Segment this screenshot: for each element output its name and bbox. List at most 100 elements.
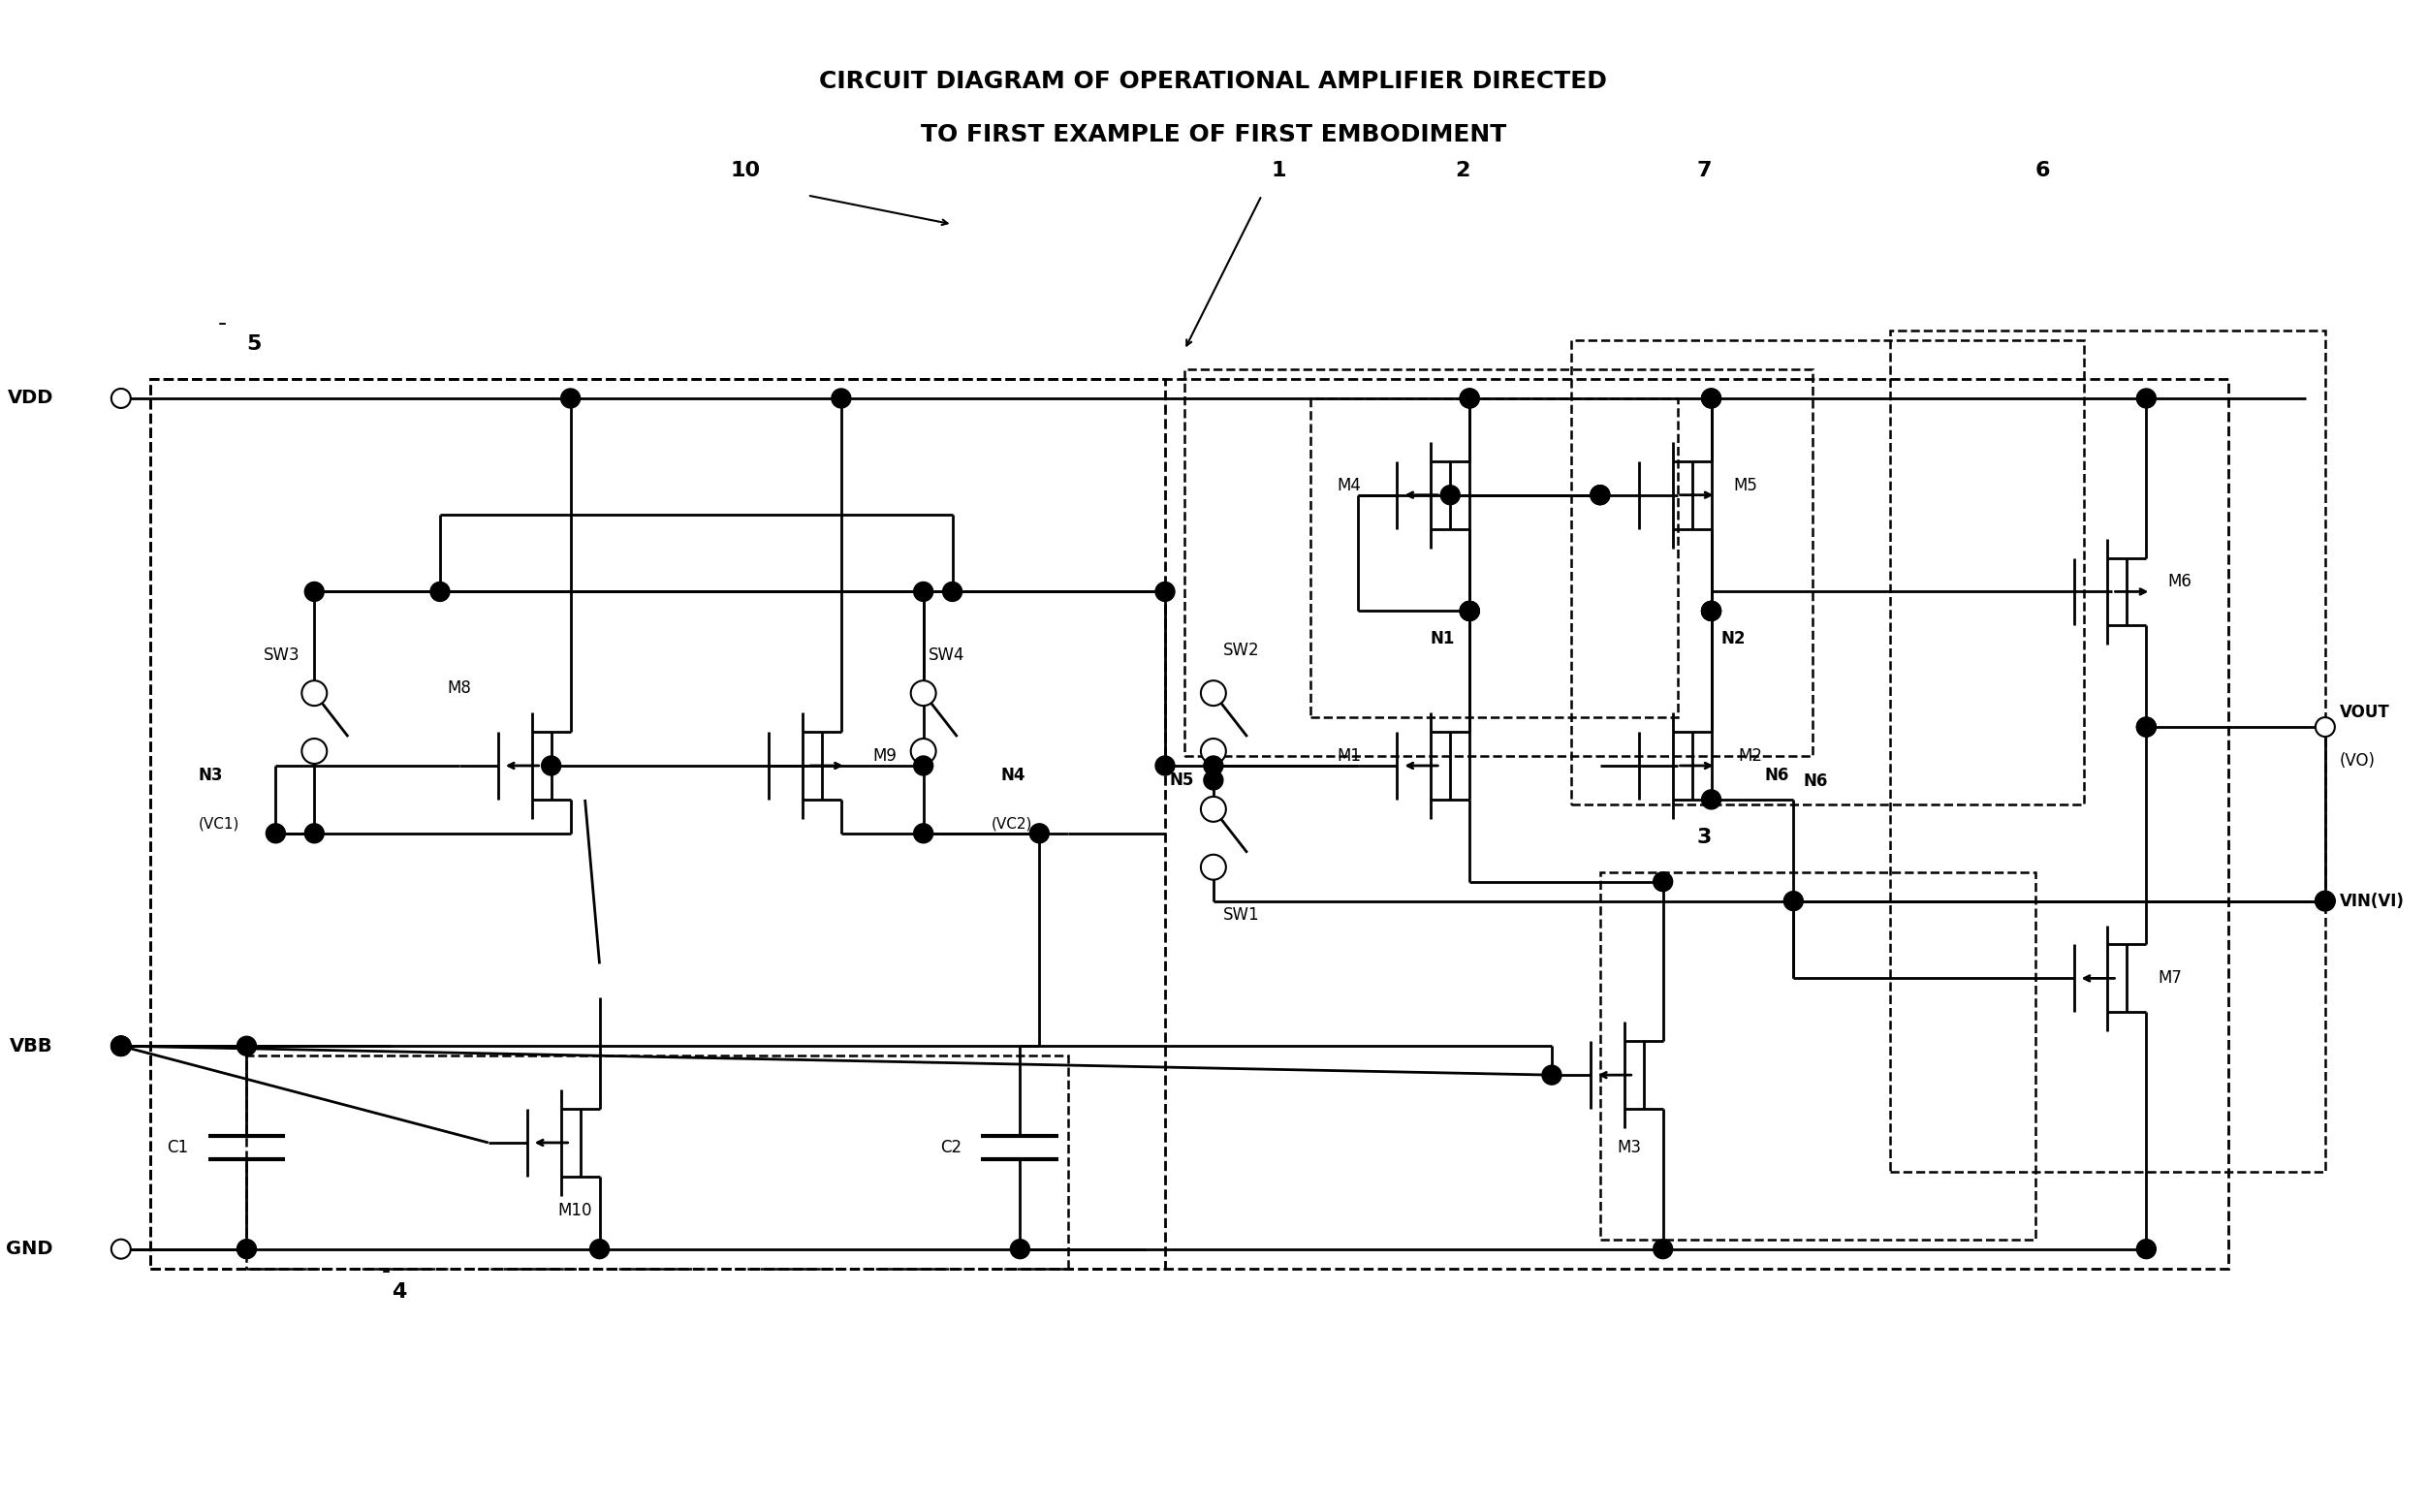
Text: M6: M6 (2168, 573, 2192, 591)
Text: CIRCUIT DIAGRAM OF OPERATIONAL AMPLIFIER DIRECTED: CIRCUIT DIAGRAM OF OPERATIONAL AMPLIFIER… (821, 70, 1607, 92)
Circle shape (1459, 602, 1479, 620)
Circle shape (1702, 389, 1721, 408)
Circle shape (1459, 602, 1479, 620)
Circle shape (1202, 680, 1226, 706)
Text: (VC1): (VC1) (199, 816, 240, 832)
Circle shape (830, 389, 850, 408)
Text: 4: 4 (391, 1282, 405, 1302)
Text: N5: N5 (1170, 771, 1195, 789)
Circle shape (942, 582, 961, 602)
Circle shape (2137, 389, 2156, 408)
Circle shape (112, 1036, 131, 1055)
Circle shape (112, 1036, 131, 1055)
Circle shape (1156, 756, 1175, 776)
Circle shape (1156, 582, 1175, 602)
Text: GND: GND (7, 1240, 53, 1258)
Text: N2: N2 (1721, 631, 1746, 647)
Circle shape (910, 738, 935, 764)
Text: M5: M5 (1734, 476, 1758, 494)
Circle shape (238, 1240, 257, 1258)
Bar (1571, 340, 2083, 804)
Circle shape (112, 1240, 131, 1258)
Text: SW3: SW3 (262, 647, 299, 664)
Text: 1: 1 (1272, 160, 1287, 180)
Bar (248, 1055, 1068, 1269)
Circle shape (1202, 797, 1226, 821)
Text: (VO): (VO) (2341, 751, 2375, 770)
Text: M10: M10 (558, 1202, 592, 1219)
Bar (151, 380, 2229, 1269)
Text: 7: 7 (1697, 160, 1712, 180)
Circle shape (1459, 602, 1479, 620)
Circle shape (1440, 485, 1459, 505)
Circle shape (1702, 602, 1721, 620)
Text: SW2: SW2 (1224, 643, 1260, 659)
Circle shape (1202, 854, 1226, 880)
Circle shape (541, 756, 561, 776)
Circle shape (1010, 1240, 1029, 1258)
Bar (1889, 331, 2326, 1172)
Text: 5: 5 (248, 334, 262, 354)
Circle shape (1702, 389, 1721, 408)
Text: VDD: VDD (7, 389, 53, 408)
Circle shape (2316, 717, 2336, 736)
Circle shape (304, 582, 323, 602)
Circle shape (913, 824, 932, 844)
Bar (1185, 369, 1814, 756)
Text: (VC2): (VC2) (991, 816, 1032, 832)
Circle shape (301, 738, 328, 764)
Circle shape (304, 824, 323, 844)
Text: M2: M2 (1738, 747, 1763, 765)
Text: M3: M3 (1617, 1139, 1641, 1157)
Text: N3: N3 (199, 767, 223, 785)
Circle shape (301, 680, 328, 706)
Text: N6: N6 (1765, 767, 1789, 785)
Text: -: - (381, 1259, 391, 1282)
Circle shape (112, 1036, 131, 1055)
Circle shape (430, 582, 449, 602)
Circle shape (1590, 485, 1610, 505)
Text: VBB: VBB (10, 1037, 53, 1055)
Text: -: - (219, 313, 226, 336)
Text: M8: M8 (447, 679, 471, 697)
Text: VOUT: VOUT (2341, 703, 2389, 721)
Circle shape (2316, 892, 2336, 910)
Circle shape (267, 824, 287, 844)
Circle shape (1459, 389, 1479, 408)
Text: 3: 3 (1697, 827, 1712, 847)
Text: N4: N4 (1000, 767, 1025, 785)
Circle shape (1702, 789, 1721, 809)
Bar (1600, 872, 2035, 1240)
Text: SW4: SW4 (927, 647, 964, 664)
Circle shape (913, 756, 932, 776)
Text: C2: C2 (940, 1139, 961, 1157)
Text: M1: M1 (1338, 747, 1360, 765)
Circle shape (1653, 1240, 1673, 1258)
Text: TO FIRST EXAMPLE OF FIRST EMBODIMENT: TO FIRST EXAMPLE OF FIRST EMBODIMENT (920, 122, 1505, 147)
Text: VIN(VI): VIN(VI) (2341, 892, 2404, 910)
Circle shape (913, 582, 932, 602)
Bar (1311, 398, 1678, 717)
Circle shape (2137, 717, 2156, 736)
Circle shape (1029, 824, 1049, 844)
Circle shape (910, 680, 935, 706)
Circle shape (2137, 717, 2156, 736)
Circle shape (1653, 872, 1673, 892)
Text: SW1: SW1 (1224, 906, 1260, 924)
Circle shape (1459, 389, 1479, 408)
Circle shape (1785, 892, 1804, 910)
Circle shape (1204, 756, 1224, 776)
Circle shape (1204, 771, 1224, 789)
Circle shape (561, 389, 580, 408)
Text: M4: M4 (1338, 476, 1360, 494)
Circle shape (2137, 1240, 2156, 1258)
Circle shape (1702, 602, 1721, 620)
Circle shape (2316, 892, 2336, 910)
Bar (151, 380, 1165, 1269)
Circle shape (1702, 602, 1721, 620)
Text: 6: 6 (2035, 160, 2049, 180)
Circle shape (112, 389, 131, 408)
Circle shape (1590, 485, 1610, 505)
Circle shape (1202, 738, 1226, 764)
Text: 10: 10 (731, 160, 760, 180)
